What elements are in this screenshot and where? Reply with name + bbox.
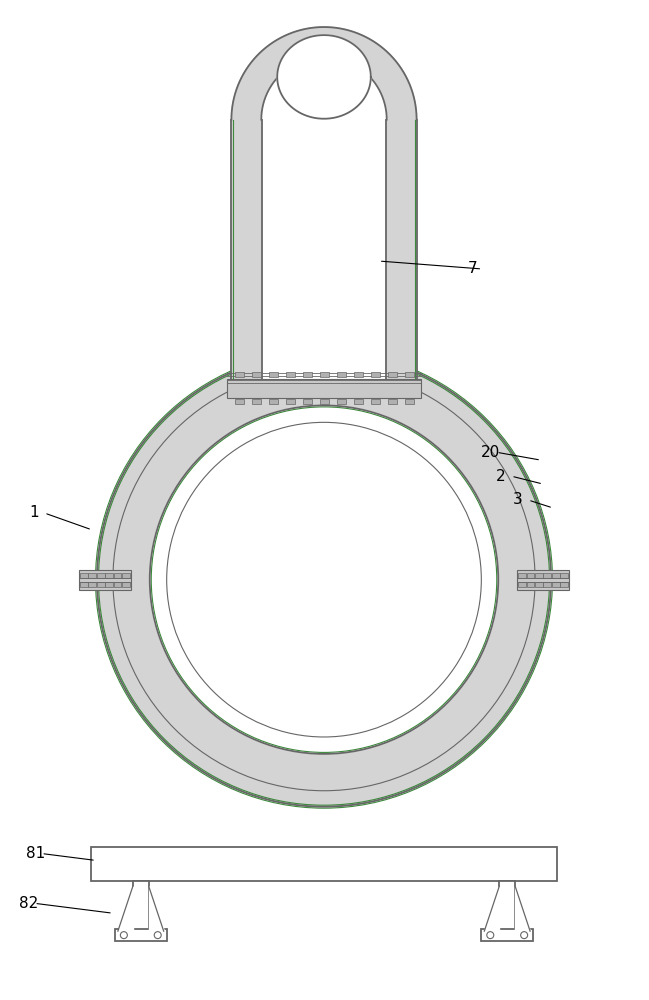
- Bar: [286, 372, 295, 377]
- Bar: [303, 372, 312, 377]
- Bar: [303, 399, 312, 404]
- Bar: [354, 372, 363, 377]
- Bar: [405, 372, 413, 377]
- Text: 3: 3: [513, 492, 523, 507]
- Bar: [560, 582, 568, 587]
- Bar: [482, 929, 533, 941]
- Bar: [80, 582, 88, 587]
- Bar: [387, 372, 397, 377]
- Bar: [371, 399, 380, 404]
- Polygon shape: [277, 35, 371, 119]
- Bar: [552, 582, 559, 587]
- Bar: [105, 582, 113, 587]
- Bar: [79, 570, 131, 590]
- Bar: [354, 399, 363, 404]
- Polygon shape: [118, 886, 133, 931]
- Bar: [236, 399, 244, 404]
- Bar: [133, 881, 149, 931]
- Bar: [88, 582, 97, 587]
- Bar: [122, 573, 130, 578]
- Bar: [552, 573, 559, 578]
- Text: 2: 2: [496, 469, 506, 484]
- Bar: [535, 573, 543, 578]
- Polygon shape: [484, 886, 499, 931]
- Text: 7: 7: [467, 261, 477, 276]
- Bar: [517, 570, 569, 590]
- Circle shape: [97, 353, 551, 807]
- Bar: [105, 573, 113, 578]
- Bar: [122, 582, 130, 587]
- Bar: [114, 582, 121, 587]
- Bar: [252, 399, 262, 404]
- Bar: [80, 573, 88, 578]
- Polygon shape: [232, 27, 417, 388]
- Bar: [286, 399, 295, 404]
- Bar: [405, 399, 413, 404]
- Bar: [227, 379, 421, 398]
- Bar: [499, 881, 515, 931]
- Text: 81: 81: [26, 846, 45, 861]
- Bar: [269, 372, 278, 377]
- Bar: [535, 582, 543, 587]
- Polygon shape: [515, 886, 530, 931]
- Circle shape: [154, 932, 161, 939]
- Circle shape: [120, 932, 127, 939]
- Circle shape: [520, 932, 528, 939]
- Bar: [518, 573, 526, 578]
- Bar: [88, 573, 97, 578]
- Bar: [115, 929, 167, 941]
- Bar: [252, 372, 262, 377]
- Bar: [97, 582, 104, 587]
- Bar: [337, 399, 346, 404]
- Bar: [387, 399, 397, 404]
- Text: 82: 82: [19, 896, 38, 911]
- Circle shape: [487, 932, 494, 939]
- Text: 1: 1: [29, 505, 39, 520]
- Bar: [320, 372, 329, 377]
- Bar: [543, 573, 551, 578]
- Bar: [236, 372, 244, 377]
- Bar: [97, 573, 104, 578]
- Bar: [269, 399, 278, 404]
- Bar: [114, 573, 121, 578]
- Text: 20: 20: [482, 445, 500, 460]
- Circle shape: [150, 405, 498, 754]
- Polygon shape: [262, 57, 387, 388]
- Bar: [526, 582, 535, 587]
- Bar: [337, 372, 346, 377]
- Bar: [526, 573, 535, 578]
- Bar: [91, 847, 557, 881]
- Polygon shape: [149, 886, 164, 931]
- Bar: [518, 582, 526, 587]
- Bar: [320, 399, 329, 404]
- Bar: [560, 573, 568, 578]
- Bar: [543, 582, 551, 587]
- Bar: [371, 372, 380, 377]
